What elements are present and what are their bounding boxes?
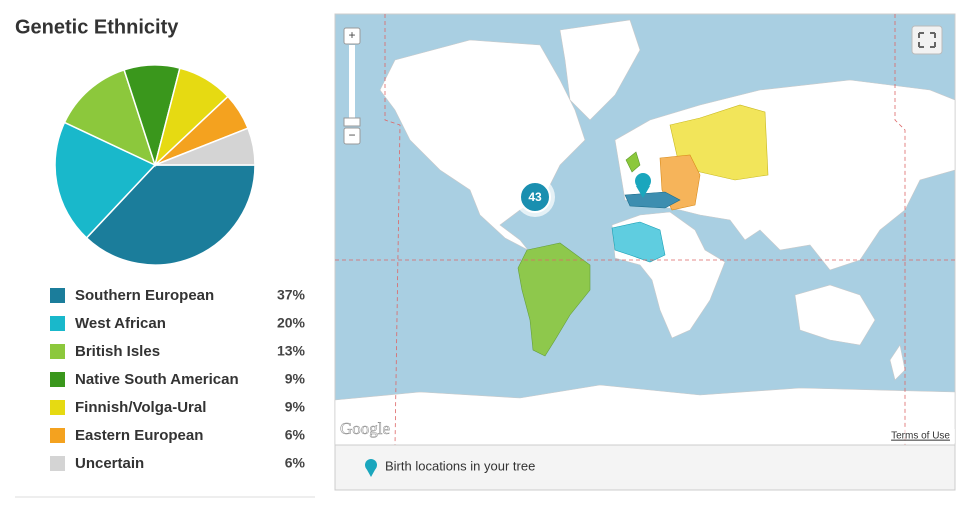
legend-swatch <box>50 372 65 387</box>
zoom-control[interactable]: + − <box>343 27 361 145</box>
legend-label: Uncertain <box>75 455 144 472</box>
legend-swatch <box>50 316 65 331</box>
legend-percent: 13% <box>277 343 306 359</box>
map: 43 + − Google Terms of Use <box>334 13 956 446</box>
region-british-isles <box>625 151 641 173</box>
map-legend-text: Birth locations in your tree <box>385 458 535 473</box>
pie-slice <box>63 68 157 167</box>
region-west-african <box>611 221 666 263</box>
fullscreen-button[interactable] <box>911 25 943 55</box>
cluster-count: 43 <box>528 190 542 204</box>
legend-swatch <box>50 400 65 415</box>
map-lines <box>335 14 955 446</box>
legend-percent: 6% <box>285 455 306 471</box>
pie-slice <box>54 121 157 239</box>
pie-slice <box>85 164 256 266</box>
legend-percent: 9% <box>285 399 306 415</box>
legend-label: Native South American <box>75 371 239 388</box>
legend-swatch <box>50 428 65 443</box>
legend-label: West African <box>75 315 166 332</box>
legend-label: British Isles <box>75 343 160 360</box>
legend-percent: 37% <box>277 287 306 303</box>
birth-marker[interactable] <box>633 171 653 198</box>
zoom-in[interactable]: + <box>348 28 355 42</box>
legend: Southern European 37% West African 20% Briti… <box>50 287 306 472</box>
region-southern-european <box>624 191 681 209</box>
legend-label: Eastern European <box>75 427 203 444</box>
legend-label: Finnish/Volga-Ural <box>75 399 206 416</box>
legend-swatch <box>50 456 65 471</box>
pie-chart <box>54 64 256 266</box>
legend-percent: 6% <box>285 427 306 443</box>
legend-percent: 9% <box>285 371 306 387</box>
region-native-south-american <box>517 242 591 357</box>
legend-label: Southern European <box>75 287 214 304</box>
cluster-marker[interactable]: 43 <box>515 177 555 217</box>
terms-link[interactable]: Terms of Use <box>891 431 950 442</box>
google-logo: Google <box>340 419 390 438</box>
pie-slice <box>154 127 256 166</box>
panel-title: Genetic Ethnicity <box>15 16 179 38</box>
map-legend <box>334 444 956 491</box>
legend-swatch <box>50 344 65 359</box>
legend-percent: 20% <box>277 315 306 331</box>
zoom-out[interactable]: − <box>348 128 355 142</box>
legend-swatch <box>50 288 65 303</box>
legend-marker-icon <box>365 459 377 477</box>
